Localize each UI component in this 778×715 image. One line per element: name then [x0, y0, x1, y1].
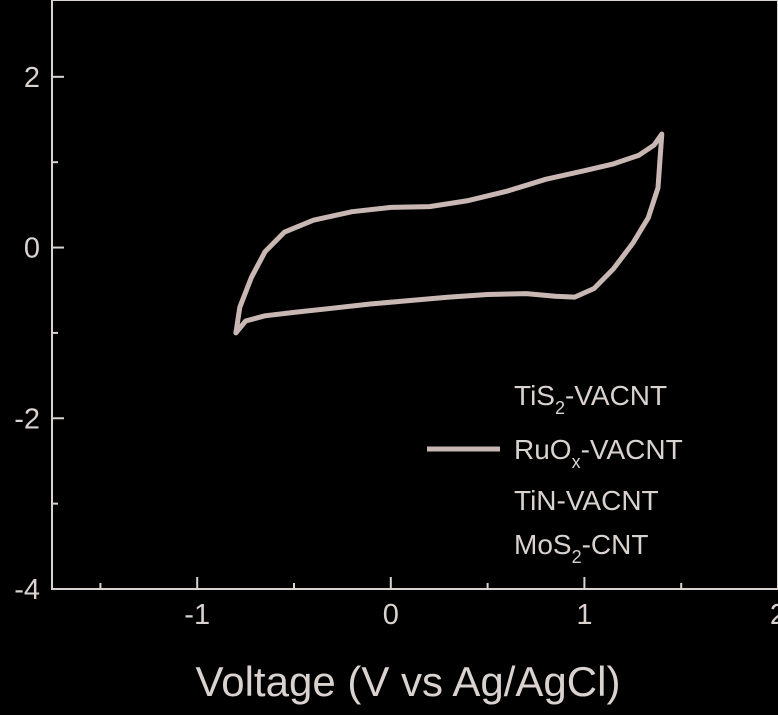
x-tick-label: 1	[576, 599, 592, 631]
legend-entry-suffix: -VACNT	[581, 434, 683, 465]
legend-entry: MoS2-CNT	[514, 529, 648, 567]
legend-entry-subscript: 2	[555, 398, 565, 418]
x-tick-label: -1	[184, 599, 210, 631]
legend-entry: TiN-VACNT	[514, 485, 659, 516]
y-tick-label: 2	[24, 62, 40, 94]
legend-entry-base: RuO	[514, 434, 572, 465]
x-tick-label: 0	[383, 599, 399, 631]
legend-entry-subscript: 2	[572, 547, 582, 567]
series-line-ruox-vacnt	[233, 131, 665, 336]
legend-entry-base: TiS	[514, 380, 555, 411]
y-axis: 2 0 -2 -4	[14, 62, 64, 606]
series-layer	[233, 131, 665, 336]
y-tick-label: 0	[24, 233, 40, 265]
legend-entry-suffix: -VACNT	[565, 380, 667, 411]
y-tick-label: -2	[14, 403, 40, 435]
x-tick-label: 2	[770, 599, 778, 631]
y-tick-label: -4	[14, 574, 40, 606]
x-axis-title: Voltage (V vs Ag/AgCl)	[196, 658, 621, 705]
legend-entry-base: MoS	[514, 529, 572, 560]
legend-entry: TiS2-VACNT	[514, 380, 667, 418]
x-axis: -1 0 1 2	[99, 577, 778, 631]
legend-entry-base: TiN-VACNT	[514, 485, 659, 516]
legend-entry: RuOx-VACNT	[514, 434, 683, 472]
legend-entry-suffix: -CNT	[582, 529, 649, 560]
legend-entry-subscript: x	[572, 452, 581, 472]
plot-frame	[51, 0, 778, 590]
